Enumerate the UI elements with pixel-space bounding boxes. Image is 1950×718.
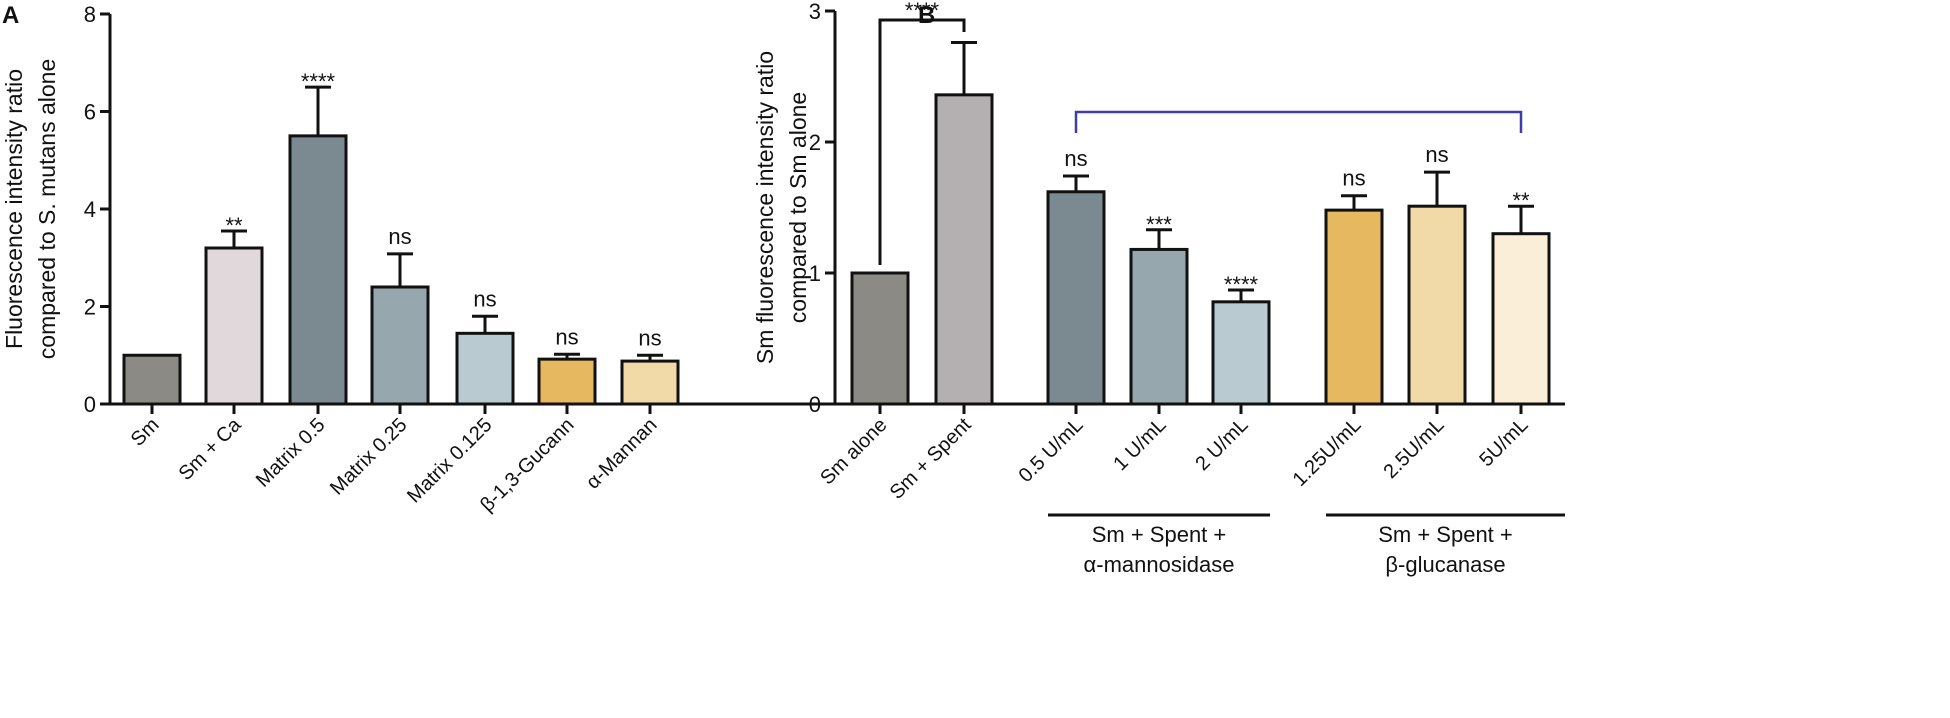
panel-b-bar: [1324, 208, 1384, 406]
panel-a-category-label: Sm: [127, 414, 164, 451]
panel-b-group-label-line-2: α-mannosidase: [1084, 552, 1235, 577]
panel-b-y-tick-label: 0: [809, 392, 821, 417]
panel-a-y-tick-label: 2: [84, 295, 96, 320]
panel-b-significance-label: ns: [1342, 166, 1365, 191]
panel-b-bar: [850, 271, 910, 406]
panel-b-y-axis-title-line-1: Sm fluorescence intensity ratio: [752, 51, 778, 364]
panel-b-category-label: 5U/mL: [1475, 414, 1532, 471]
panel-b-bar: [1407, 204, 1467, 406]
panel-a-y-axis-title-line-1: Fluorescence intensity ratio: [1, 69, 27, 349]
panel-a-bar: [537, 357, 597, 406]
panel-b-letter: B: [918, 2, 935, 29]
panel-a-chart: 0 2 4 6 8 Fluorescence intensity ratio compare…: [1, 2, 872, 516]
panel-a-bar: [620, 359, 680, 406]
panel-a-y-tick-label: 0: [84, 392, 96, 417]
panel-b-bar: [1211, 300, 1271, 406]
panel-a-y-tick-label: 8: [84, 2, 96, 27]
panel-b-group-label-line-1: Sm + Spent +: [1378, 522, 1513, 547]
panel-a-bar: [204, 246, 264, 406]
panel-a-y-axis-title: Fluorescence intensity ratio compared to …: [1, 59, 60, 359]
panel-b-bar: [1491, 232, 1551, 406]
panel-b-y-tick-label: 3: [809, 0, 821, 24]
panel-b-y-tick-label: 2: [809, 130, 821, 155]
panel-b-significance-label: ****: [1224, 272, 1259, 297]
panel-b-category-label: Sm alone: [816, 414, 891, 489]
panel-b-category-label: Sm + Spent: [886, 414, 976, 504]
panel-a-bar: [288, 134, 348, 406]
panel-b-bar: [934, 93, 994, 406]
panel-a-y-tick-label: 6: [84, 100, 96, 125]
panel-a-y-tick-label: 4: [84, 197, 96, 222]
panel-b-y-axis-title: Sm fluorescence intensity ratio compared …: [752, 51, 811, 364]
panel-b-category-label: 2.5U/mL: [1380, 414, 1449, 483]
panel-b-significance-label: **: [1512, 188, 1530, 213]
panel-b-comparison-bracket: [878, 18, 966, 265]
panel-b-significance-label: ***: [1146, 212, 1172, 237]
panel-b-group-bracket: [1074, 110, 1523, 133]
panel-b-group-label-line-2: β-glucanase: [1385, 552, 1505, 577]
panel-a-bar: [370, 285, 430, 406]
panel-a-significance-label: ****: [301, 69, 336, 94]
panel-a-y-axis-title-line-2: compared to S. mutans alone: [34, 59, 60, 359]
panel-b-category-label: 2 U/mL: [1191, 414, 1252, 475]
panel-a-significance-label: ns: [638, 325, 661, 350]
panel-b-bracket-label: ****: [905, 0, 940, 23]
panel-a-bar: [455, 331, 515, 406]
panel-b-y-axis-title-line-2: compared to Sm alone: [785, 92, 811, 323]
panel-a-significance-label: **: [225, 213, 243, 238]
panel-a-category-label: Matrix 0.5: [252, 414, 330, 492]
panel-a-category-label: Matrix 0.25: [326, 414, 412, 500]
panel-b-group-label-line-1: Sm + Spent +: [1092, 522, 1227, 547]
panel-a-significance-label: ns: [473, 286, 496, 311]
panel-b-y-tick-label: 1: [809, 261, 821, 286]
panel-a-significance-label: ns: [388, 224, 411, 249]
panel-b-category-label: 1.25U/mL: [1289, 414, 1366, 491]
panel-b-bar: [1046, 190, 1106, 406]
panel-b-category-label: 1 U/mL: [1109, 414, 1170, 475]
panel-a-significance-label: ns: [555, 324, 578, 349]
panel-b-significance-label: ns: [1425, 142, 1448, 167]
panel-b-significance-label: ns: [1064, 146, 1087, 171]
panel-b-category-label: 0.5 U/mL: [1015, 414, 1088, 487]
panel-b-bar: [1129, 247, 1189, 406]
panel-a-bar: [122, 353, 182, 406]
panel-a-letter: A: [2, 2, 19, 29]
panel-a-category-label: α-Mannan: [582, 414, 662, 494]
panel-b-chart: 0 1 2 3 Sm fluorescence intensity ratio compa…: [752, 0, 1565, 577]
panel-a-category-label: Sm + Ca: [175, 413, 247, 485]
